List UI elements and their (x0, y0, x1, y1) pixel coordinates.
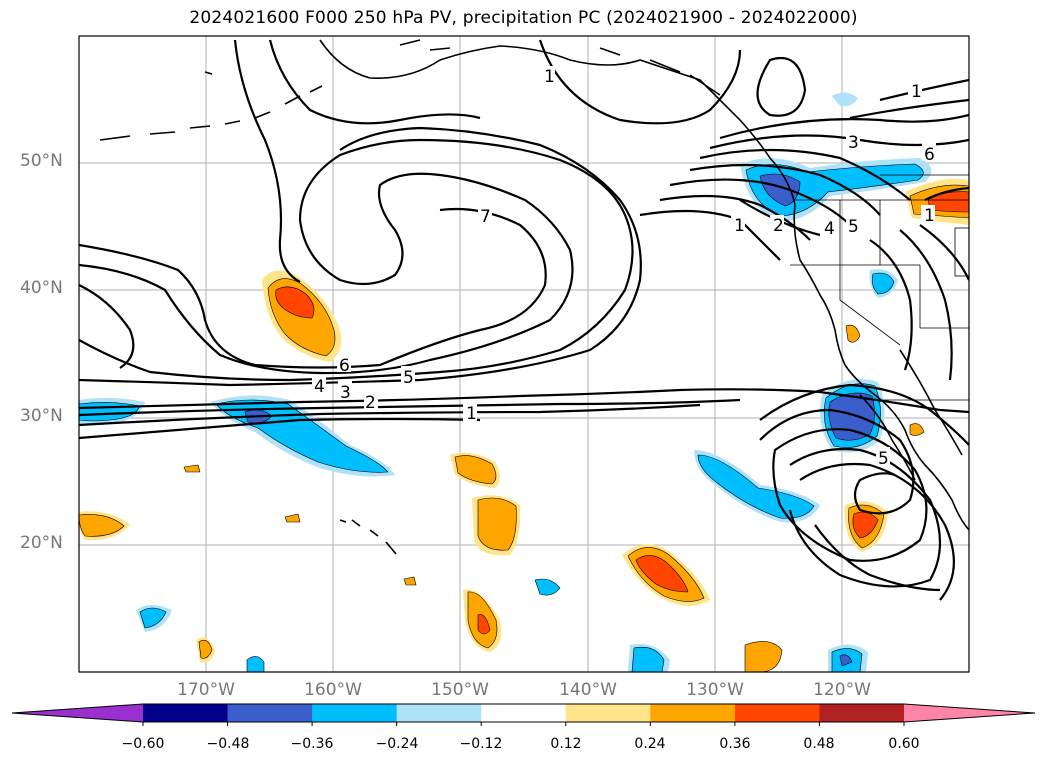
precip-positive-region (477, 497, 517, 551)
longitude-label: 140°W (559, 680, 617, 700)
colorbar-tick-label: 0.48 (803, 736, 835, 752)
contour-labels: 1 1 1 1 1 2 2 3 3 4 4 5 5 5 (312, 66, 936, 469)
colorbar-cell (650, 704, 736, 722)
contour-label: 7 (480, 207, 491, 227)
colorbar-tick-label: −0.60 (121, 736, 165, 752)
colorbar-cell (396, 704, 482, 722)
latitude-label: 20°N (20, 533, 63, 553)
map-panel: 1 1 1 1 1 2 2 3 3 4 4 5 5 5 (78, 35, 970, 673)
contour-label: 2 (773, 216, 784, 236)
contour-label: 5 (403, 368, 414, 388)
precip-positive-region (477, 614, 491, 635)
colorbar-tick-label: −0.24 (375, 736, 419, 752)
colorbar-tick-label: 0.24 (634, 736, 666, 752)
contour-label: 1 (544, 67, 555, 87)
longitude-label: 160°W (304, 680, 362, 700)
colorbar-tick-label: −0.48 (206, 736, 250, 752)
contour-label: 1 (911, 82, 922, 102)
colorbar-cell (819, 704, 905, 722)
precip-negative-region (871, 272, 895, 295)
pv-contours (79, 39, 969, 601)
colorbar-cell (143, 704, 229, 722)
precip-negative-region (839, 654, 853, 667)
precip-positive-region (909, 423, 925, 436)
precip-positive-region (454, 455, 497, 485)
coastline (99, 39, 969, 555)
precip-negative-region (832, 92, 858, 107)
plot-frame (78, 35, 970, 673)
longitude-label: 170°W (177, 680, 235, 700)
colorbar-tick-label: 0.60 (888, 736, 920, 752)
latitude-label: 50°N (20, 151, 63, 171)
colorbar-cell (481, 704, 567, 722)
precip-positive-region (635, 555, 689, 593)
longitude-label: 120°W (813, 680, 871, 700)
contour-label: 6 (924, 145, 935, 165)
colorbar-tick-label: −0.36 (290, 736, 334, 752)
colorbar-tick-label: −0.12 (459, 736, 503, 752)
precip-positive-region (845, 324, 861, 343)
figure-title: 2024021600 F000 250 hPa PV, precipitatio… (189, 8, 858, 28)
political-borders (790, 174, 969, 401)
precip-positive-region (403, 576, 417, 586)
contour-label: 2 (365, 393, 376, 413)
precip-negative-region (759, 173, 801, 207)
precip-negative-region (631, 646, 665, 672)
precip-negative-region (697, 454, 815, 519)
precip-negative-region (828, 392, 875, 441)
contour-label: 6 (339, 356, 350, 376)
precip-negative-region (246, 656, 265, 672)
precip-positive-region (284, 513, 301, 523)
longitude-label: 150°W (431, 680, 489, 700)
colorbar-cell (565, 704, 651, 722)
latitude-label: 40°N (20, 278, 63, 298)
contour-label: 5 (848, 217, 859, 237)
contour-label: 4 (824, 219, 835, 239)
contour-label: 4 (314, 377, 325, 397)
colorbar-cell (312, 704, 398, 722)
precip-positive-region (183, 464, 201, 473)
contour-label: 1 (734, 216, 745, 236)
colorbar-cell (227, 704, 313, 722)
precip-negative-region (139, 607, 167, 629)
precip-positive-region (275, 286, 315, 319)
precip-positive-region (79, 514, 125, 537)
colorbar-extend-high (904, 704, 1035, 722)
contour-label: 3 (848, 133, 859, 153)
contour-label: 3 (340, 383, 351, 403)
colorbar (11, 703, 1036, 726)
longitude-label: 130°W (686, 680, 744, 700)
colorbar-cell (734, 704, 820, 722)
contour-label: 1 (466, 404, 477, 424)
colorbar-extend-low (12, 704, 143, 722)
contour-label: 1 (924, 206, 935, 226)
precip-positive-region (198, 639, 213, 659)
colorbar-tick-label: 0.36 (719, 736, 751, 752)
colorbar-tick-label: 0.12 (550, 736, 582, 752)
latitude-label: 30°N (20, 406, 63, 426)
contour-label: 5 (878, 449, 889, 469)
precip-negative-region (534, 578, 561, 596)
